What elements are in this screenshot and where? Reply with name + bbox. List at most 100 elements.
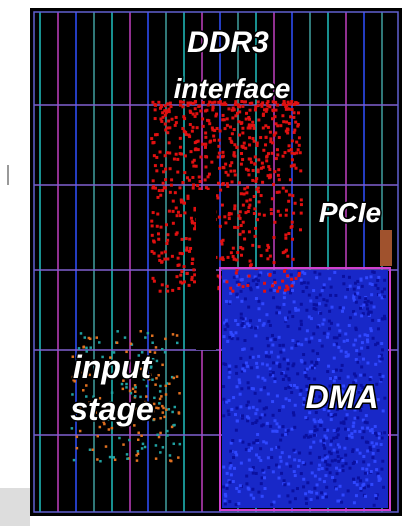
cell (182, 115, 185, 118)
cell (282, 251, 285, 254)
cell (229, 331, 232, 334)
cell (151, 186, 154, 189)
cell (230, 212, 233, 215)
cell (282, 425, 285, 428)
cell (285, 462, 288, 465)
cell (265, 136, 268, 139)
cell (236, 385, 239, 388)
cell (227, 174, 230, 177)
cell (308, 340, 311, 343)
cell (374, 494, 377, 497)
cell (359, 452, 362, 455)
cell (171, 426, 174, 429)
cell (266, 155, 269, 158)
cell (358, 296, 361, 299)
cell (192, 126, 195, 129)
cell (170, 178, 173, 181)
cell (188, 250, 191, 253)
cell (192, 183, 195, 186)
cell (256, 439, 259, 442)
cell (278, 311, 281, 314)
cell (329, 471, 332, 474)
cell (128, 439, 131, 442)
cell (235, 453, 238, 456)
cell (285, 397, 288, 400)
cell (176, 158, 179, 161)
cell (277, 210, 280, 213)
cell (305, 309, 308, 312)
cell (243, 237, 246, 240)
cell (99, 460, 102, 463)
cell (232, 480, 235, 483)
cell (304, 416, 307, 419)
cell (164, 168, 167, 171)
cell (284, 433, 287, 436)
cell (292, 411, 295, 414)
cell (284, 105, 287, 108)
cell (282, 378, 285, 381)
cell (164, 338, 167, 341)
cell (240, 300, 243, 303)
cell (165, 385, 168, 388)
cell (233, 226, 236, 229)
cell (257, 170, 260, 173)
cell (262, 166, 265, 169)
cell (156, 133, 159, 136)
cell (293, 426, 296, 429)
cell (273, 221, 276, 224)
cell (321, 289, 324, 292)
cell (370, 293, 373, 296)
cell (169, 454, 172, 457)
cell (161, 111, 164, 114)
cell (371, 319, 374, 322)
cell (367, 313, 370, 316)
cell (183, 211, 186, 214)
cell (325, 495, 328, 498)
cell (321, 323, 324, 326)
cell (193, 273, 196, 276)
cell (300, 389, 303, 392)
cell (230, 442, 233, 445)
cell (297, 111, 300, 114)
cell (162, 170, 165, 173)
cell (240, 163, 243, 166)
cell (188, 179, 191, 182)
cell (198, 175, 201, 178)
cell (326, 299, 329, 302)
cell (268, 168, 271, 171)
cell (313, 487, 316, 490)
cell (333, 343, 336, 346)
cell (256, 408, 259, 411)
cell (300, 323, 303, 326)
cell (284, 374, 287, 377)
cell (367, 485, 370, 488)
cell (171, 289, 174, 292)
cell (155, 444, 158, 447)
cell (298, 459, 301, 462)
cell (185, 133, 188, 136)
cell (270, 448, 273, 451)
cell (159, 290, 162, 293)
cell (231, 116, 234, 119)
cell (249, 260, 252, 263)
cell (240, 462, 243, 465)
cell (272, 371, 275, 374)
cell (254, 108, 257, 111)
cell (285, 209, 288, 212)
cell (84, 336, 87, 339)
cell (295, 141, 298, 144)
cell (345, 351, 348, 354)
cell (221, 256, 224, 259)
cell (328, 277, 331, 280)
cell (122, 443, 125, 446)
cell (331, 476, 334, 479)
cell (258, 274, 261, 277)
cell (353, 288, 356, 291)
cell (204, 143, 207, 146)
cell (366, 421, 369, 424)
cell (251, 422, 254, 425)
cell (345, 462, 348, 465)
cell (185, 237, 188, 240)
cell (319, 312, 322, 315)
cell (320, 491, 323, 494)
